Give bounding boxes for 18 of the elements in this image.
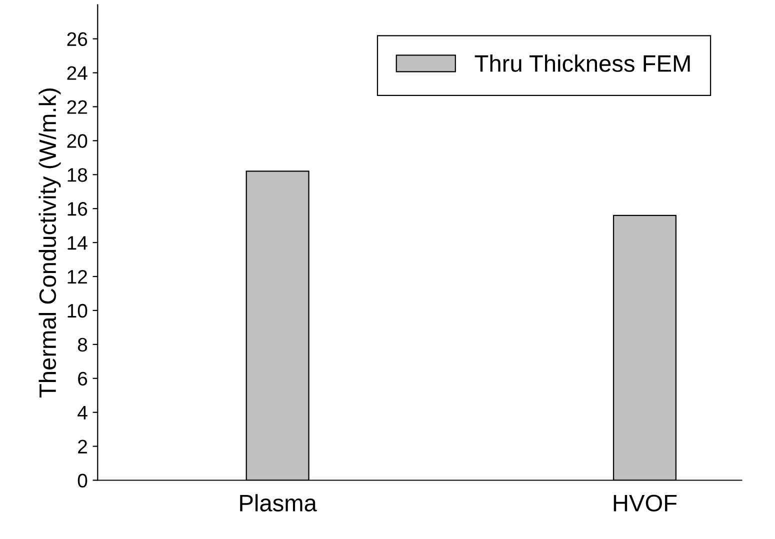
y-tick-label: 24 [67,66,88,80]
x-tick-label: Plasma [240,494,317,512]
y-tick-label: 0 [78,474,88,488]
y-tick-label: 4 [78,406,88,420]
y-tick-label: 18 [68,168,88,182]
y-tick-label: 22 [67,100,87,114]
y-tick-label: 6 [78,372,88,386]
y-tick-label: 12 [68,270,87,284]
x-tick-label: HVOF [614,494,677,512]
y-tick-label: 16 [68,202,88,216]
y-tick-label: 10 [68,304,88,318]
y-tick-label: 20 [67,134,88,148]
y-axis-title: Thermal Conductivity (W/m.k) [38,88,61,398]
y-tick-label: 14 [68,236,88,250]
y-tick-label: 8 [78,338,88,352]
y-tick-label: 2 [78,440,87,454]
y-tick-label: 26 [67,32,88,46]
legend-label: Thru Thickness FEM [474,54,690,72]
